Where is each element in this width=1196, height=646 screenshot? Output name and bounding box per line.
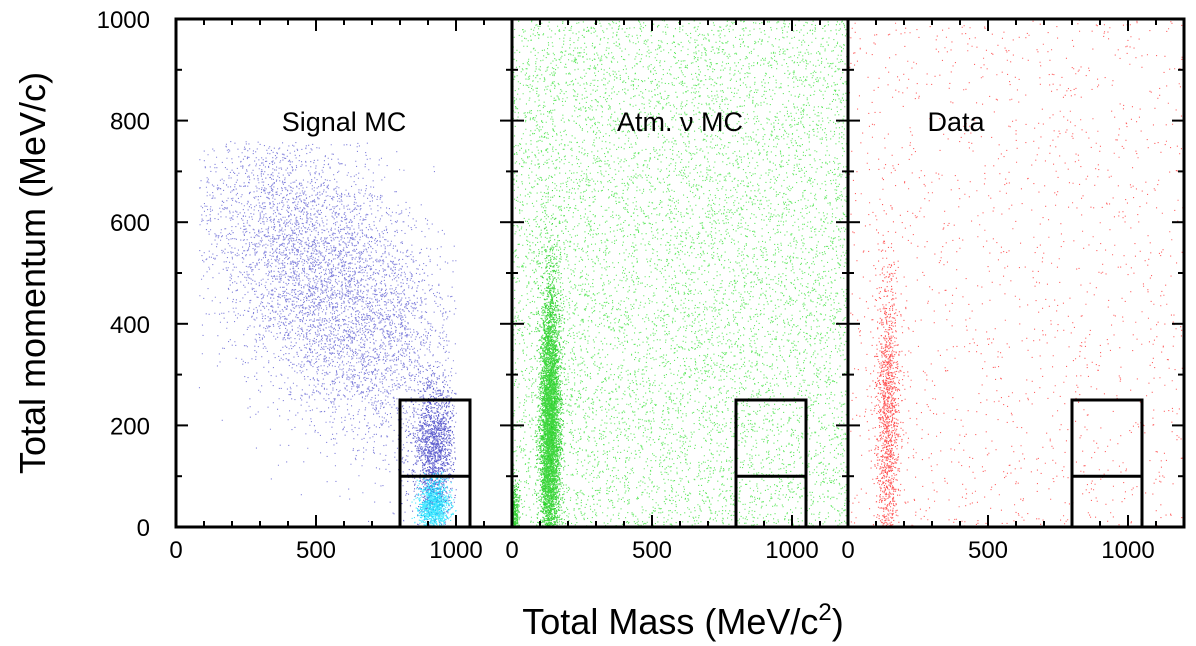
panel-2-x-tick-label: 0 bbox=[505, 537, 518, 564]
panel-1-signal-box bbox=[398, 398, 472, 529]
panel-1-points-free-proton-decay bbox=[411, 471, 457, 528]
panel-2-scatter-points bbox=[511, 19, 850, 529]
panel-titles-layer: Signal MC Atm. ν MC Data bbox=[282, 107, 986, 137]
panel-3-points-uniform-background bbox=[848, 19, 1185, 528]
panel-3-x-tick-label: 1000 bbox=[1101, 537, 1154, 564]
panel-1-x-tick-label: 500 bbox=[296, 537, 336, 564]
panel-3-x-tick-label: 500 bbox=[968, 537, 1008, 564]
y-tick-label: 400 bbox=[110, 312, 150, 339]
x-axis-title-superscript: 2 bbox=[818, 599, 831, 626]
panel-2-points-low-mass-corner bbox=[511, 472, 524, 529]
panel-3-points-pi0-mass-band bbox=[865, 172, 910, 528]
panel-2-points-pi0-mass-band bbox=[532, 163, 567, 528]
scatter-points-layer bbox=[198, 19, 1185, 529]
y-tick-label: 200 bbox=[110, 413, 150, 440]
y-tick-label: 800 bbox=[110, 109, 150, 136]
panel-frames-layer bbox=[174, 17, 1186, 529]
panel-2-x-tick-label: 1000 bbox=[765, 537, 818, 564]
x-axis-title-main: Total Mass (MeV/c bbox=[522, 601, 818, 642]
panel-2-title: Atm. ν MC bbox=[617, 107, 743, 137]
tick-labels-layer: 0 200 400 600 800 1000 0 500 1000 0 500 1000 0 500 100… bbox=[97, 7, 1155, 564]
panel-1-x-tick-label: 1000 bbox=[429, 537, 482, 564]
plot-frame bbox=[174, 17, 1186, 529]
y-tick-label: 0 bbox=[137, 515, 150, 542]
panel-3-signal-box bbox=[1070, 398, 1144, 529]
y-tick-label: 1000 bbox=[97, 7, 150, 34]
x-axis-title-close: ) bbox=[832, 601, 844, 642]
y-tick-label: 600 bbox=[110, 210, 150, 237]
tick-marks-layer bbox=[175, 18, 1185, 528]
panel-1-points-box-region bbox=[399, 365, 457, 527]
panel-1-points-broad-band bbox=[198, 141, 457, 526]
panel-1-title: Signal MC bbox=[282, 107, 407, 137]
panel-3-x-tick-label: 0 bbox=[841, 537, 854, 564]
panel-3-scatter-points bbox=[848, 19, 1185, 528]
panel-3-title: Data bbox=[927, 107, 985, 137]
panel-2-points-uniform-background bbox=[512, 19, 850, 528]
y-axis-title: Total momentum (MeV/c) bbox=[12, 72, 53, 474]
panel-1-scatter-points bbox=[198, 141, 457, 528]
x-axis-title: Total Mass (MeV/c2) bbox=[522, 599, 843, 642]
panel-2-x-tick-label: 500 bbox=[632, 537, 672, 564]
panel-1-x-tick-label: 0 bbox=[169, 537, 182, 564]
